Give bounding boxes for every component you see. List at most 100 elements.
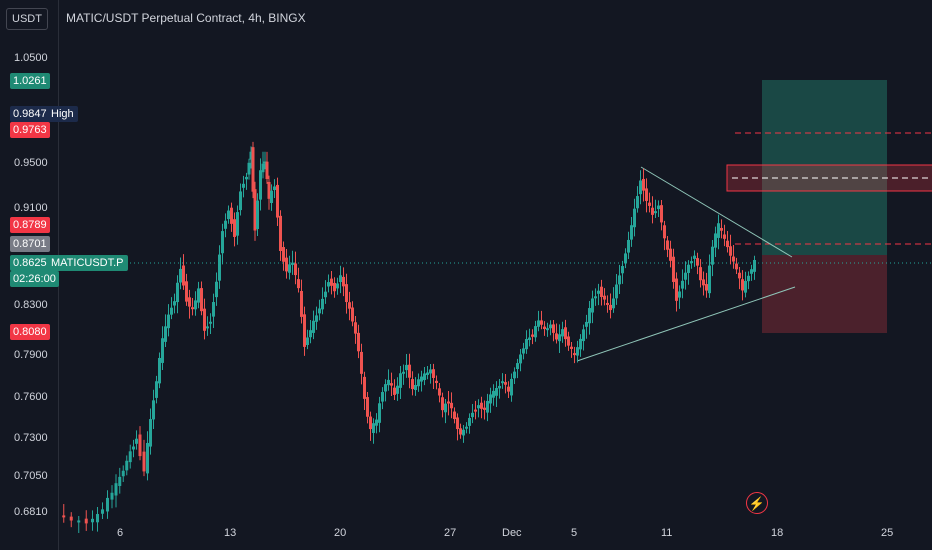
target-price-tag: 1.0261 [10,73,50,89]
time-tick: 13 [224,527,237,539]
candle-body [369,416,372,430]
candle-body [336,283,339,289]
candle-body [146,442,149,474]
candle-body [642,178,645,191]
price-tick: 1.0500 [14,52,48,64]
candle-body [259,170,262,200]
candle-body [657,205,660,210]
candle-body [203,308,206,331]
candle-body [339,275,342,283]
candle-body [669,248,672,261]
candle-body [438,388,441,396]
candle-body [142,451,146,472]
candle-body [561,329,564,337]
candle-body [399,373,402,388]
candle-body [624,253,627,264]
candle-body [636,196,639,209]
candle-body [744,280,747,293]
candle-body [576,347,579,356]
candle-body [282,247,285,262]
candle-body [375,419,378,426]
candle-body [654,211,657,214]
candle-body [471,412,474,418]
candle-body [663,225,666,239]
time-tick: 5 [571,527,578,539]
price-tick: 0.9500 [14,157,48,169]
time-tick: 27 [444,527,457,539]
price-tick: 0.7900 [14,349,48,361]
candle-body [480,402,483,409]
candle-body [660,205,663,223]
candle-body [138,434,142,457]
price-tick: 0.8300 [14,299,48,311]
candle-body [239,191,242,211]
price-tick: 0.7300 [14,432,48,444]
candle-body [735,263,738,270]
candle-body [549,324,552,329]
candle-body [273,186,276,191]
candle-body [288,264,291,273]
price-axis[interactable]: USDT 1.0500 0.9500 0.9100 0.8300 0.7900 … [0,0,59,550]
candle-body [564,327,567,340]
candle-body [393,387,396,395]
candle-body [158,357,161,384]
candle-body [429,369,432,374]
candle-body [483,407,486,410]
candle-body [372,423,375,434]
stop-zone [762,255,887,333]
candle-body [750,269,753,274]
candle-body [600,286,603,297]
candle-body [247,162,251,175]
candle-body [378,403,381,423]
candle-body [218,254,221,281]
candle-body [498,385,501,389]
candle-body [486,400,489,413]
candle-body [84,518,88,524]
candle-body [161,338,164,363]
candle-body [441,397,444,411]
candle-body [233,219,236,237]
candle-body [753,259,756,272]
candle-body [294,263,297,276]
price-tick: 0.7050 [14,470,48,482]
candle-body [597,290,600,294]
price-tick: 0.7600 [14,391,48,403]
red-level-tag: 0.9763 [10,122,50,138]
candle-body [465,426,468,429]
candle-body [696,258,699,266]
currency-button[interactable]: USDT [6,8,48,30]
candle-body [253,189,257,231]
candle-body [270,190,273,203]
candle-body [327,282,330,287]
candle-body [408,364,411,378]
lightning-icon[interactable]: ⚡ [746,492,768,514]
candle-body [106,497,109,512]
candle-body [170,307,173,315]
candle-body [118,476,122,487]
time-tick: 11 [661,527,673,539]
candle-body [200,288,203,312]
stop-price-tag: 0.8080 [10,324,50,340]
candle-body [447,401,450,404]
high-price-tag: 0.9847 [10,106,50,122]
candle-body [251,147,255,192]
candle-body [194,300,197,310]
candle-body [128,451,132,463]
candle-body [513,371,516,379]
candle-body [711,246,714,265]
candle-body [387,379,390,386]
candle-body [426,372,429,375]
candle-body [531,334,534,337]
candle-body [516,363,519,370]
candle-body [492,390,495,398]
candle-body [291,262,294,265]
candle-body [432,369,435,378]
candle-body [633,208,636,228]
candle-body [450,402,453,409]
candle-body [121,470,125,477]
candle-body [188,297,191,307]
candle-body [519,354,522,364]
candle-body [645,188,648,201]
candle-body [227,210,230,220]
